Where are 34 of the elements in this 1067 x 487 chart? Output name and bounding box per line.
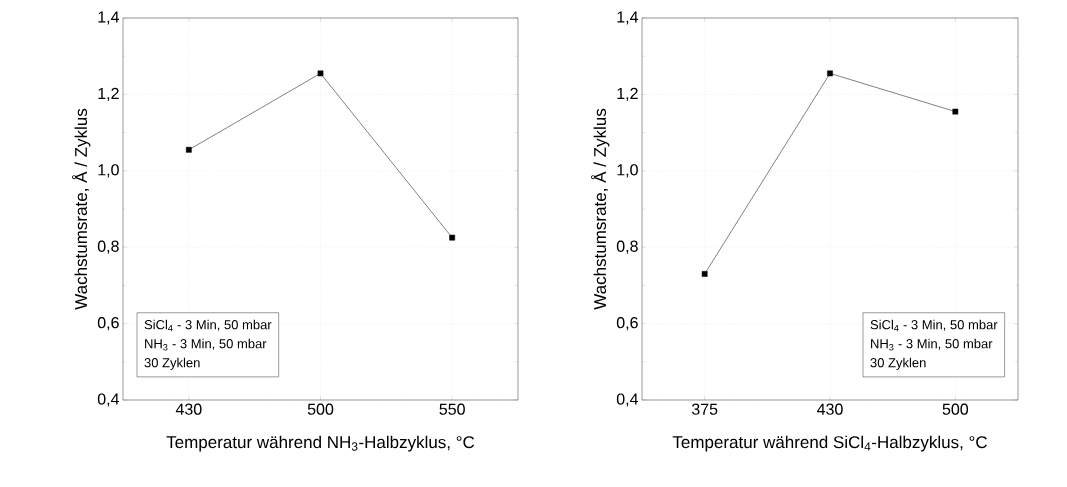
y-tick-label: 0,6 [616,316,638,331]
x-tick-label: 430 [817,403,843,415]
annotation: SiCl$_{4}$ - 3 Min, 50 mbar [870,319,998,332]
x-tick-label: 375 [691,403,718,415]
y-tick-label: 0,4 [616,393,639,407]
x-tick-label: 500 [307,403,334,415]
y-tick-label: 0,4 [97,393,120,407]
y-axis-title: Wachstumsrate, Å / Zyklus [72,108,91,310]
x-tick-label: 500 [942,403,969,415]
point [449,234,456,241]
y-tick-label: 1,2 [98,87,119,101]
y-tick-label: 0,6 [97,316,119,331]
x-axis-title: Temperatur während SiCl$_{4}$-Halbzyklus, °C [672,435,987,452]
y-tick-label: 1,0 [617,164,638,178]
y-tick-label: 1,2 [617,87,638,101]
x-tick-label: 430 [175,403,202,415]
point [827,70,833,77]
y-tick-label: 1,4 [617,11,639,25]
y-tick-label: 1,0 [98,164,119,178]
annotation: SiCl$_{4}$ - 3 Min, 50 mbar [144,319,272,332]
point [317,70,324,77]
annotation: NH$_{3}$ - 3 Min, 50 mbar [145,338,267,351]
annotation: NH$_{3}$ - 3 Min, 50 mbar [871,338,993,351]
x-axis-title: Temperatur während NH$_{3}$-Halbzyklus, °C [166,435,475,452]
point [952,108,959,115]
point [185,146,192,153]
y-tick-label: 0,8 [616,240,638,254]
point [701,271,708,277]
y-tick-label: 1,4 [98,11,120,25]
annotation: 30 Zyklen [870,357,926,370]
annotation: 30 Zyklen [144,357,200,370]
y-tick-label: 0,8 [97,240,119,254]
x-tick-label: 550 [439,403,465,415]
y-axis-title: Wachstumsrate, Å / Zyklus [591,108,610,310]
